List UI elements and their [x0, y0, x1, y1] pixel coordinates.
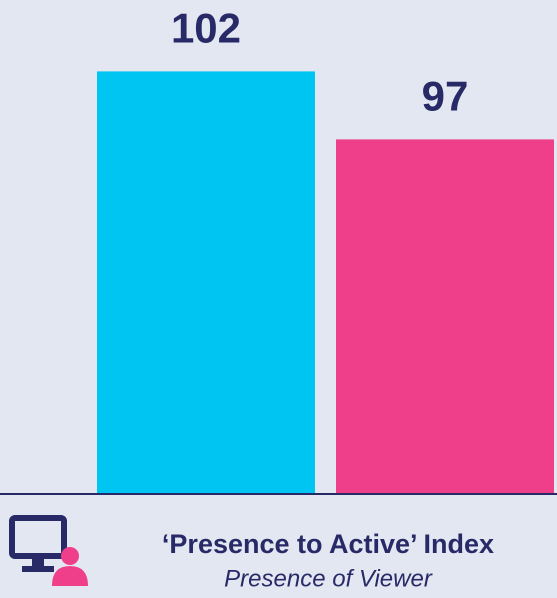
value-label: 102	[171, 4, 241, 51]
value-label: 97	[422, 72, 469, 119]
bar	[97, 71, 315, 494]
chart-subtitle: Presence of Viewer	[224, 565, 433, 592]
bar	[336, 139, 554, 493]
chart-title: ‘Presence to Active’ Index	[162, 529, 494, 559]
icon	[9, 515, 88, 586]
